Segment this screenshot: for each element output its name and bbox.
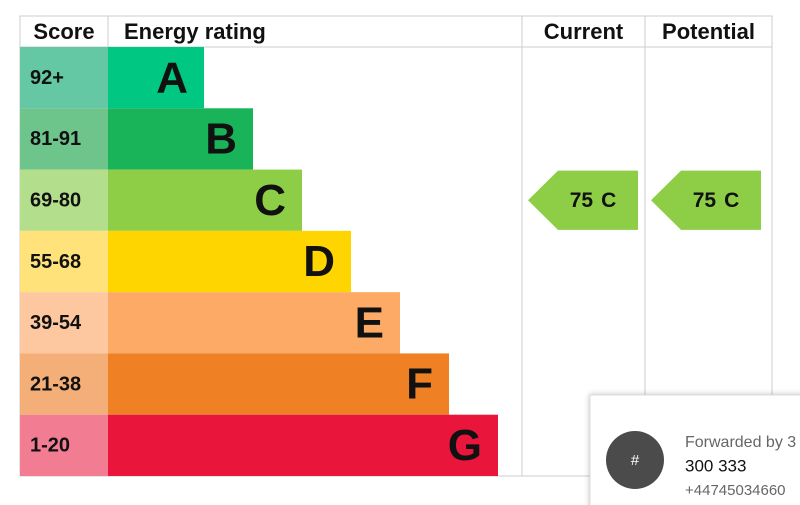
rating-bar (108, 230, 351, 293)
rating-letter: G (448, 421, 482, 470)
score-label: 1-20 (30, 435, 70, 457)
notification-title: Forwarded by 3 (685, 434, 796, 451)
notification-name: 300 333 (685, 456, 746, 475)
score-cell (20, 292, 108, 354)
rating-bar (108, 47, 204, 109)
rating-letter: C (254, 176, 286, 225)
column-header: Current (544, 19, 624, 44)
rating-value: 75 C (693, 189, 740, 212)
score-label: 55-68 (30, 251, 81, 273)
rating-letter: F (406, 360, 433, 409)
score-cell (20, 414, 108, 476)
rating-letter: A (156, 53, 188, 102)
score-cell (20, 230, 108, 293)
rating-bar (108, 414, 498, 476)
rating-letter: B (205, 115, 237, 164)
rating-arrow (528, 170, 638, 230)
rating-letter: D (303, 237, 335, 286)
rating-letter: E (355, 298, 384, 347)
rating-band: C (724, 189, 739, 212)
rating-bar (108, 169, 302, 231)
score-label: 21-38 (30, 373, 81, 395)
score-label: 81-91 (30, 128, 81, 150)
score-cell (20, 47, 108, 109)
score-cell (20, 108, 108, 170)
avatar (606, 431, 664, 489)
column-header: Score (33, 19, 94, 44)
column-header: Energy rating (124, 19, 266, 44)
score-label: 69-80 (30, 189, 81, 211)
rating-number: 75 (570, 189, 594, 212)
rating-arrow (651, 170, 761, 230)
rating-value: 75 C (570, 189, 617, 212)
score-cell (20, 353, 108, 415)
rating-bar (108, 292, 400, 354)
score-label: 92+ (30, 67, 64, 89)
rating-number: 75 (693, 189, 717, 212)
score-label: 39-54 (30, 312, 82, 334)
rating-bar (108, 353, 449, 415)
avatar-icon: # (631, 452, 640, 469)
column-header: Potential (662, 19, 755, 44)
rating-band: C (601, 189, 616, 212)
rating-bar (108, 108, 253, 170)
notification-phone: +44745034660 (685, 482, 786, 499)
score-cell (20, 169, 108, 231)
notification: # Forwarded by 3 300 333 +44745034660 (606, 431, 796, 499)
